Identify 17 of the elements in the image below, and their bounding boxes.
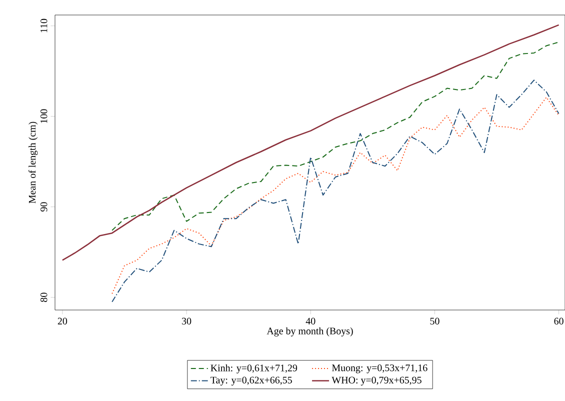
legend-label: Muong: y=0,53x+71,16 [332,364,428,374]
legend-label: Kinh: y=0,61x+71,29 [210,364,298,374]
line-series [112,42,560,231]
x-tick-label: 40 [306,318,316,324]
line-series [62,24,560,261]
legend-label: Tay: y=0,62x+66,55 [210,376,292,386]
y-tick-label: 90 [40,202,48,212]
y-tick-label: 110 [40,18,48,32]
x-tick-label: 20 [58,318,68,324]
y-tick-label: 80 [40,292,48,302]
x-tick-label: 30 [182,318,192,324]
x-tick-label: 50 [430,318,440,324]
y-axis-title: Mean of length (cm) [28,122,38,204]
x-axis-title: Age by month (Boys) [266,327,353,336]
y-tick-label: 100 [40,109,48,123]
legend-label: WHO: y=0,79x+65,95 [332,376,422,386]
x-tick-label: 60 [554,318,564,324]
